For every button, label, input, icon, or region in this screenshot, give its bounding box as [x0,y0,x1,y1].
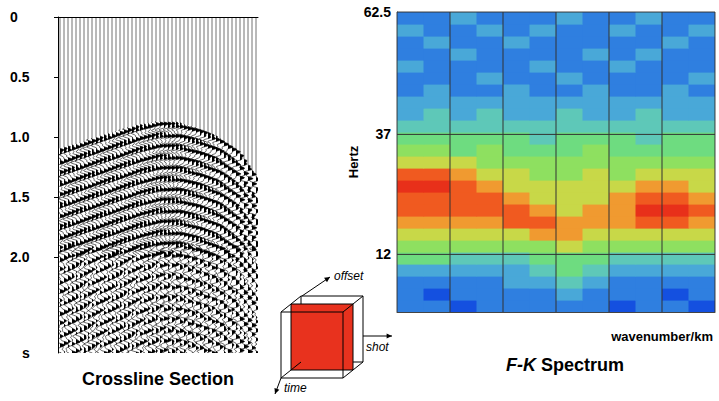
svg-text:37: 37 [375,126,391,142]
svg-text:shot: shot [366,340,389,354]
svg-text:62.5: 62.5 [364,4,391,20]
svg-text:F-K: F-K [506,355,538,375]
svg-text:wavenumber/km: wavenumber/km [610,329,713,344]
svg-text:Spectrum: Spectrum [536,355,624,375]
svg-text:offset: offset [334,269,364,283]
svg-text:time: time [284,381,307,395]
svg-text:1.0: 1.0 [10,129,30,145]
svg-text:s: s [22,345,30,361]
svg-text:Crossline Section: Crossline Section [82,369,234,389]
svg-text:0.5: 0.5 [10,69,30,85]
svg-text:1.5: 1.5 [10,189,30,205]
svg-text:0: 0 [10,9,18,25]
svg-text:12: 12 [375,246,391,262]
svg-text:Hertz: Hertz [346,145,361,178]
svg-text:2.0: 2.0 [10,249,30,265]
